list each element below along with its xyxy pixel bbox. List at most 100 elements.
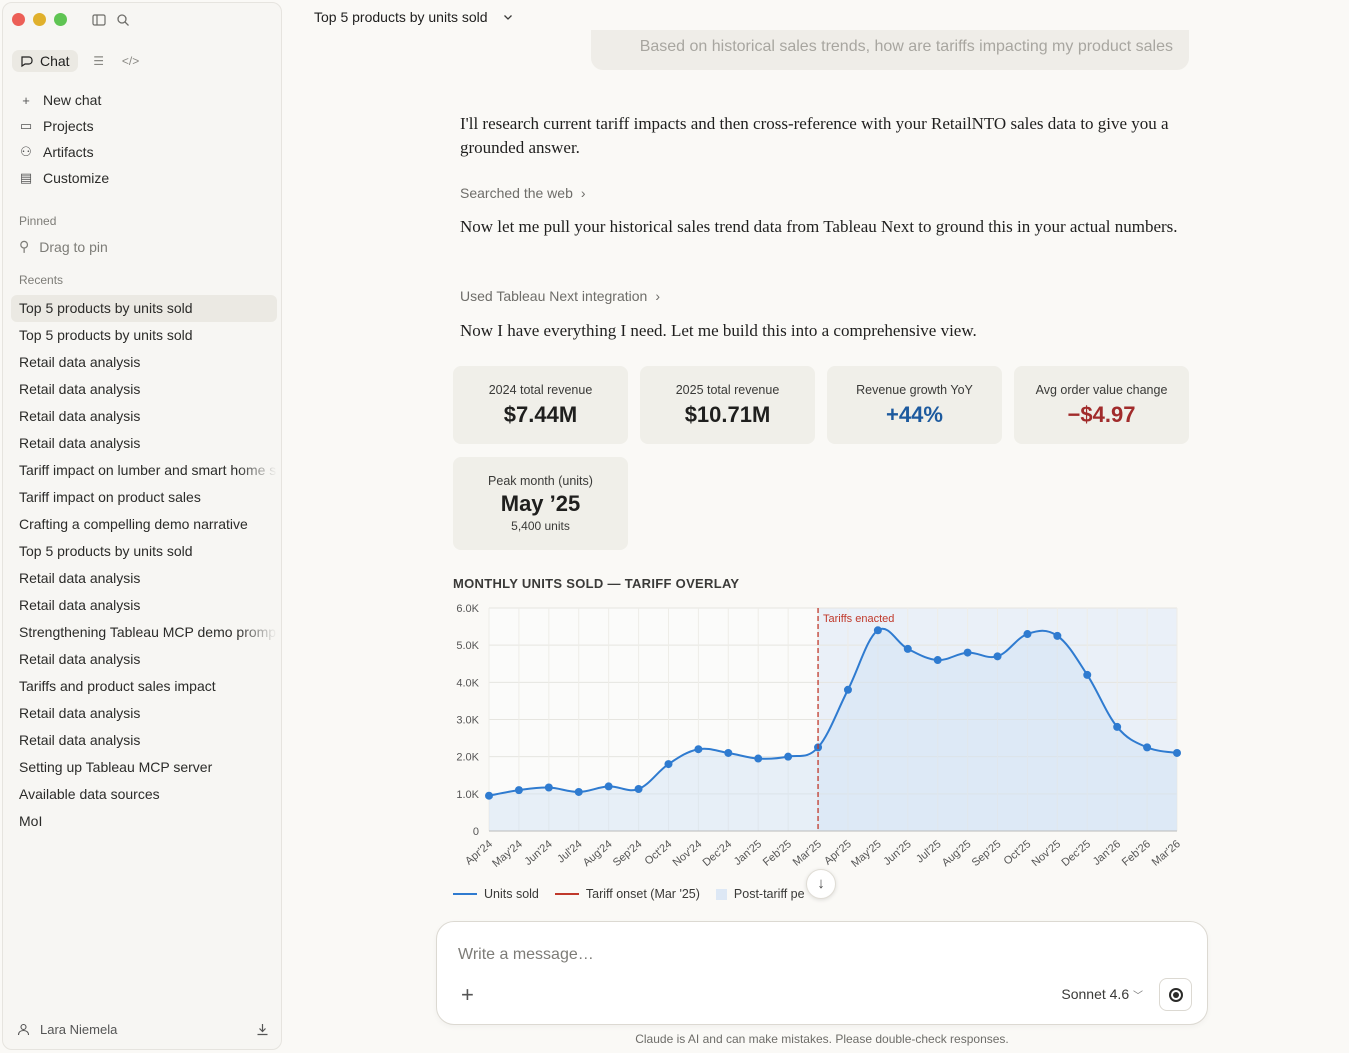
y-tick-label: 5.0K: [456, 640, 479, 652]
chat-mode-button[interactable]: Chat: [12, 50, 78, 72]
chevron-down-icon: ﹀: [1133, 991, 1143, 1002]
recent-chat-item[interactable]: Setting up Tableau MCP server: [19, 759, 213, 775]
data-point: [664, 760, 673, 769]
search-icon[interactable]: [116, 13, 130, 27]
data-point: [604, 782, 613, 791]
close-window-button[interactable]: [12, 13, 25, 26]
chat-mode-label: Chat: [40, 53, 70, 69]
kpi-card-2024-revenue: 2024 total revenue $7.44M: [453, 366, 628, 444]
nav-new-chat[interactable]: + New chat: [11, 87, 275, 113]
data-point: [903, 644, 912, 653]
x-tick-label: Feb'25: [761, 838, 794, 869]
data-point: [933, 656, 942, 665]
tool-use-web-search[interactable]: Searched the web ›: [460, 185, 586, 201]
nav-projects[interactable]: ▭ Projects: [11, 113, 275, 139]
tool-use-tableau[interactable]: Used Tableau Next integration ›: [460, 288, 660, 304]
recent-chat-item[interactable]: Top 5 products by units sold: [11, 295, 277, 322]
chart-legend: Units sold Tariff onset (Mar '25) Post-t…: [453, 887, 805, 901]
x-tick-label: Feb'26: [1120, 838, 1153, 869]
recent-chat-item[interactable]: Tariffs and product sales impact: [19, 678, 216, 694]
legend-label: Tariff onset (Mar '25): [585, 887, 700, 901]
assistant-paragraph-2: Now let me pull your historical sales tr…: [460, 217, 1178, 236]
x-tick-label: Sep'25: [970, 838, 1004, 869]
recents-heading: Recents: [19, 273, 64, 287]
recent-chat-item[interactable]: Retail data analysis: [19, 435, 141, 451]
legend-label: Units sold: [484, 887, 539, 901]
recent-chat-item[interactable]: Retail data analysis: [19, 408, 141, 424]
user-name: Lara Niemela: [40, 1022, 118, 1037]
kpi-label: Peak month (units): [488, 474, 593, 488]
data-point: [544, 783, 553, 792]
message-composer[interactable]: Write a message… + Sonnet 4.6 ﹀: [436, 921, 1208, 1025]
legend-label: Post-tariff pe: [733, 887, 805, 901]
recent-chat-item[interactable]: Retail data analysis: [19, 570, 141, 586]
x-tick-label: May'25: [849, 838, 884, 870]
code-mode-icon[interactable]: </>: [121, 54, 140, 68]
recent-chat-item[interactable]: MoI: [19, 813, 43, 829]
legend-swatch: [453, 893, 477, 895]
recent-chat-item[interactable]: Top 5 products by units sold: [19, 327, 193, 343]
data-point: [843, 685, 852, 694]
recent-chat-item[interactable]: Available data sources: [19, 786, 160, 802]
data-point: [963, 648, 972, 657]
recent-chat-item[interactable]: Crafting a compelling demo narrative: [19, 516, 248, 532]
x-tick-label: May'24: [490, 838, 525, 870]
units-sold-area: [489, 628, 1177, 831]
y-tick-label: 2.0K: [456, 752, 479, 764]
x-tick-label: Nov'24: [671, 838, 705, 869]
y-tick-label: 3.0K: [456, 715, 479, 727]
download-icon[interactable]: [256, 1023, 269, 1036]
kpi-value: −$4.97: [1067, 402, 1136, 427]
recent-chat-item[interactable]: Tariff impact on product sales: [19, 489, 201, 505]
window-controls: [12, 13, 67, 26]
x-tick-label: Mar'26: [1150, 838, 1183, 869]
kpi-value: +44%: [886, 402, 943, 427]
disclaimer: Claude is AI and can make mistakes. Plea…: [635, 1032, 1009, 1046]
mode-switcher: Chat ☰ </>: [12, 50, 142, 72]
conversation-title[interactable]: Top 5 products by units sold: [314, 9, 488, 25]
user-menu[interactable]: Lara Niemela: [17, 1022, 269, 1037]
kpi-value: $7.44M: [503, 402, 578, 427]
recent-chat-item[interactable]: Retail data analysis: [19, 651, 141, 667]
minimize-window-button[interactable]: [33, 13, 46, 26]
nav-artifacts[interactable]: ⚇ Artifacts: [11, 139, 275, 165]
data-point: [634, 785, 643, 794]
recent-chat-item[interactable]: Retail data analysis: [19, 597, 141, 613]
legend-units-sold: Units sold: [453, 887, 539, 901]
recent-chat-item[interactable]: Tariff impact on lumber and smart home s: [19, 462, 277, 478]
data-point: [694, 745, 703, 754]
voice-mode-button[interactable]: [1159, 978, 1192, 1011]
x-tick-label: Dec'25: [1060, 838, 1094, 869]
sidebar-toggle-icon[interactable]: [92, 13, 106, 27]
kpi-label: 2025 total revenue: [675, 383, 780, 397]
recent-chat-item[interactable]: Strengthening Tableau MCP demo promp: [19, 624, 277, 640]
recent-chat-item[interactable]: Retail data analysis: [19, 354, 141, 370]
plus-icon: +: [22, 92, 30, 108]
kpi-label: 2024 total revenue: [488, 383, 593, 397]
recent-chat-item[interactable]: Retail data analysis: [19, 705, 141, 721]
maximize-window-button[interactable]: [54, 13, 67, 26]
recent-chat-item[interactable]: Top 5 products by units sold: [19, 543, 193, 559]
x-tick-label: Jul'24: [555, 838, 584, 865]
chevron-down-icon[interactable]: [502, 11, 514, 23]
data-point: [754, 754, 763, 763]
nav-label: Artifacts: [43, 144, 94, 160]
data-point: [784, 752, 793, 761]
scroll-to-bottom-button[interactable]: ↓: [806, 869, 836, 899]
conversation-header[interactable]: Top 5 products by units sold: [314, 9, 514, 25]
sidebar: Chat ☰ </> + New chat ▭ Projects ⚇ Artif…: [2, 2, 282, 1050]
data-point: [993, 652, 1002, 661]
kpi-card-revenue-growth: Revenue growth YoY +44%: [827, 366, 1002, 444]
kpi-sub: 5,400 units: [511, 519, 570, 533]
message-input[interactable]: Write a message…: [458, 946, 594, 963]
recent-chat-item[interactable]: Retail data analysis: [19, 381, 141, 397]
add-attachment-icon[interactable]: +: [461, 982, 474, 1007]
tasks-mode-icon[interactable]: ☰: [93, 54, 104, 68]
nav-customize[interactable]: ▤ Customize: [11, 165, 275, 191]
model-selector[interactable]: Sonnet 4.6 ﹀: [1061, 986, 1143, 1002]
recents-list: Top 5 products by units sold Top 5 produc…: [11, 295, 277, 835]
data-point: [873, 626, 882, 635]
recent-chat-item[interactable]: Retail data analysis: [19, 732, 141, 748]
kpi-card-2025-revenue: 2025 total revenue $10.71M: [640, 366, 815, 444]
model-name: Sonnet 4.6: [1061, 986, 1130, 1002]
